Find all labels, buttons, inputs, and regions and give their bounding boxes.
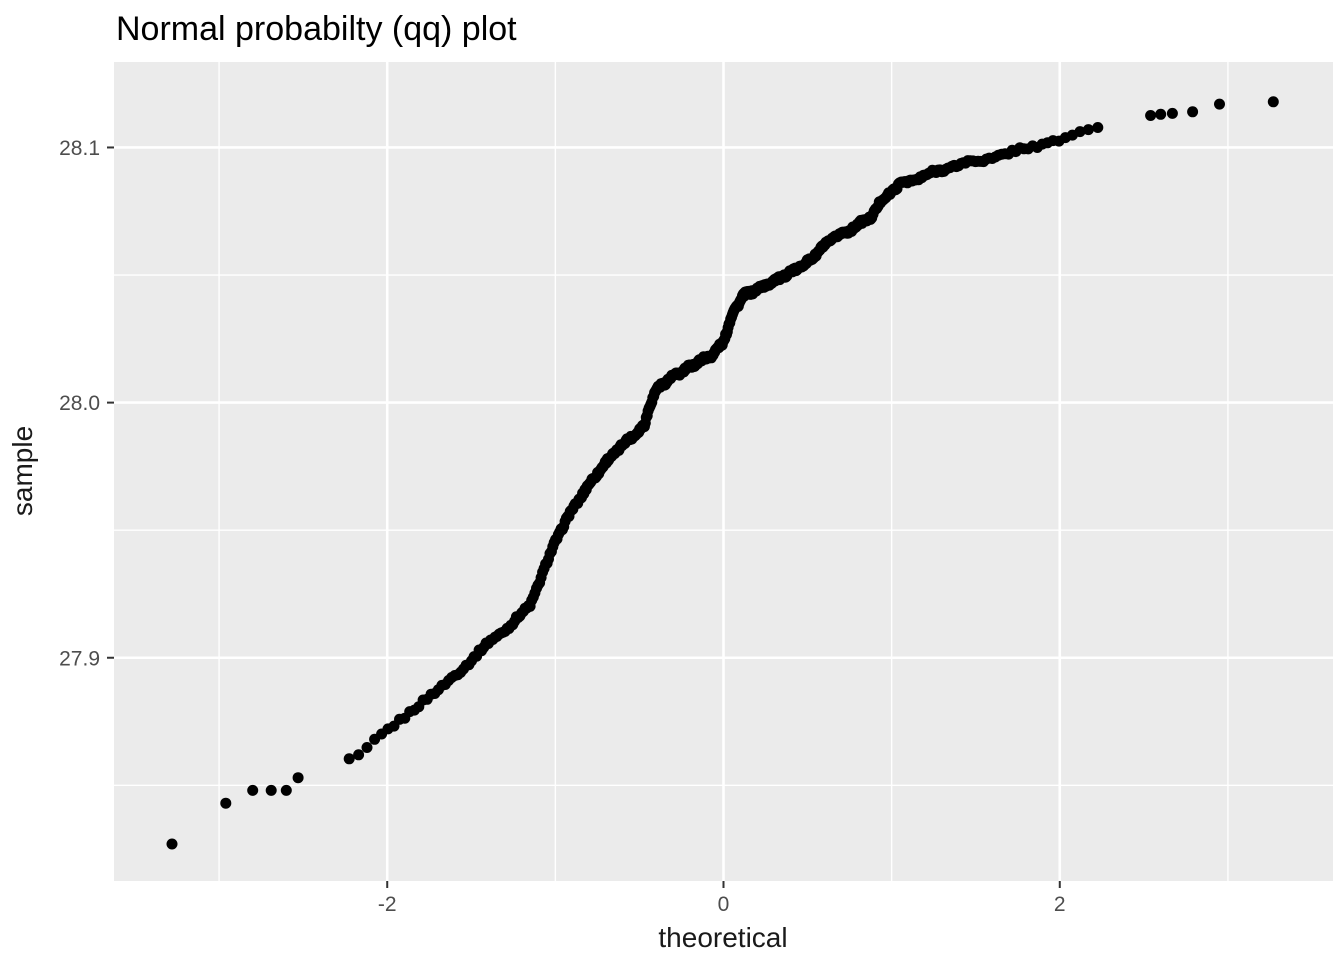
data-point — [220, 797, 232, 809]
x-tick-label: 2 — [1054, 893, 1066, 916]
data-point — [343, 753, 355, 765]
y-tick-labels: 27.9 28.0 28.1 — [59, 137, 100, 670]
data-point — [265, 784, 277, 796]
data-point — [1074, 126, 1086, 138]
data-point — [247, 784, 259, 796]
scatter-points — [166, 96, 1279, 850]
data-point — [280, 784, 292, 796]
data-point — [1214, 98, 1225, 110]
x-axis-title: theoretical — [658, 922, 787, 953]
data-point — [1155, 108, 1167, 120]
y-axis-title: sample — [7, 426, 38, 516]
x-tick-label: 0 — [718, 893, 730, 916]
y-tick-label: 27.9 — [59, 647, 100, 670]
data-point — [1092, 122, 1104, 133]
x-tick-label: -2 — [378, 893, 397, 916]
data-point — [1187, 106, 1199, 118]
data-point — [166, 838, 178, 850]
data-point — [292, 772, 304, 784]
plot-title: Normal probabilty (qq) plot — [116, 10, 517, 48]
data-point — [1267, 96, 1279, 108]
data-point — [361, 742, 373, 753]
axis-tick-marks — [107, 146, 1061, 888]
y-tick-label: 28.0 — [59, 392, 100, 415]
data-point — [1166, 107, 1178, 119]
x-tick-labels: -2 0 2 — [378, 893, 1066, 916]
data-point — [353, 749, 365, 761]
major-gridlines — [114, 62, 1333, 881]
y-tick-label: 28.1 — [59, 137, 100, 160]
data-point — [1082, 124, 1094, 136]
data-point — [1145, 110, 1157, 121]
